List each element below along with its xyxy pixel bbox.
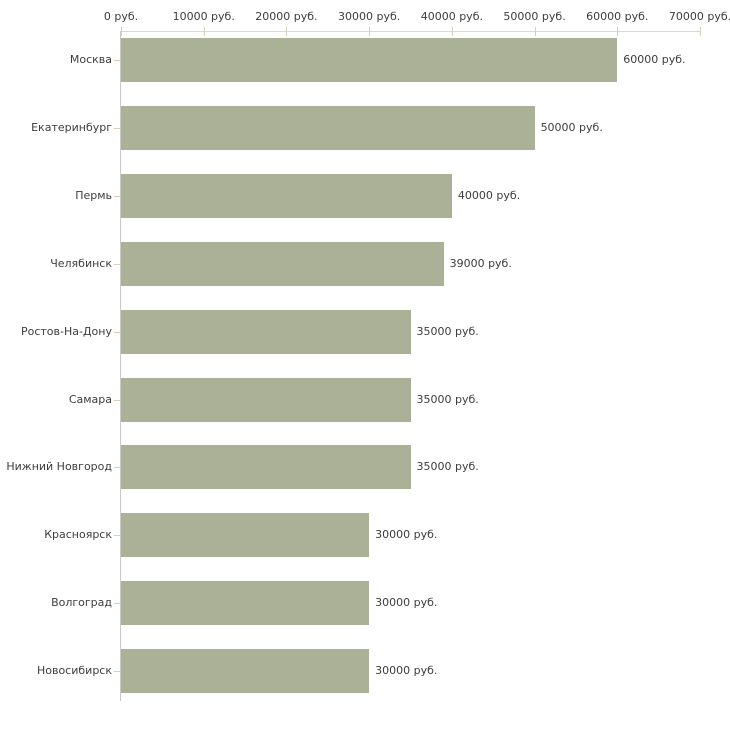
x-axis-tick: [534, 27, 536, 36]
bar-8: [121, 513, 370, 558]
bar-value-label: 35000 руб.: [416, 392, 479, 406]
bar-value-label: 40000 руб.: [457, 188, 521, 202]
x-axis-tick: [286, 27, 288, 36]
bar-9: [121, 581, 370, 626]
category-tick: [114, 535, 120, 537]
category-label: Самара: [68, 392, 112, 406]
x-axis-tick: [121, 27, 122, 36]
bar-value-label: 39000 руб.: [449, 256, 512, 270]
bar-3: [121, 173, 452, 218]
category-label: Волгоград: [51, 596, 112, 610]
x-axis-tick: [203, 27, 205, 36]
category-label: Новосибирск: [36, 664, 112, 678]
category-tick: [114, 331, 120, 333]
bar-6: [121, 377, 411, 422]
x-axis-tick-label: 20000 руб.: [255, 10, 318, 23]
x-axis-tick-label: 60000 руб.: [586, 10, 649, 23]
category-label: Красноярск: [44, 528, 112, 542]
x-axis-tick: [617, 27, 619, 36]
x-axis-tick: [369, 27, 371, 36]
bar-value-label: 30000 руб.: [375, 596, 438, 610]
category-tick: [114, 263, 120, 265]
x-axis-tick: [700, 27, 701, 36]
bar-value-label: 35000 руб.: [416, 324, 479, 338]
x-axis-tick-label: 50000 руб.: [503, 10, 566, 23]
x-axis-line: [120, 31, 700, 32]
bar-1: [121, 38, 618, 82]
bar-10: [121, 649, 370, 694]
category-tick: [114, 60, 120, 61]
bar-4: [121, 241, 444, 286]
category-tick: [114, 127, 120, 129]
category-tick: [114, 195, 120, 197]
category-label: Ростов-На-Дону: [20, 324, 112, 338]
bar-value-label: 35000 руб.: [416, 460, 479, 474]
bar-7: [121, 445, 411, 490]
category-label: Пермь: [75, 188, 112, 202]
bar-2: [121, 105, 535, 150]
category-label: Екатеринбург: [31, 120, 112, 134]
x-axis-tick-label: 10000 руб.: [172, 10, 235, 23]
category-label: Москва: [69, 53, 112, 66]
bar-value-label: 30000 руб.: [375, 528, 438, 542]
category-label: Челябинск: [50, 256, 112, 270]
bar-value-label: 30000 руб.: [375, 664, 438, 678]
x-axis-tick-label: 70000 руб.: [668, 10, 730, 23]
category-tick: [114, 603, 120, 605]
category-label: Нижний Новгород: [6, 460, 112, 474]
category-tick: [114, 671, 120, 673]
bar-value-label: 60000 руб.: [623, 53, 686, 66]
category-tick: [114, 399, 120, 401]
x-axis-tick: [451, 27, 453, 36]
category-tick: [114, 467, 120, 469]
bar-value-label: 50000 руб.: [540, 120, 603, 134]
y-axis-line: [120, 31, 121, 701]
x-axis-tick-label: 30000 руб.: [338, 10, 401, 23]
x-axis-tick-label: 40000 руб.: [420, 10, 483, 23]
bar-5: [121, 309, 411, 354]
x-axis-tick-label: 0 руб.: [103, 10, 139, 23]
